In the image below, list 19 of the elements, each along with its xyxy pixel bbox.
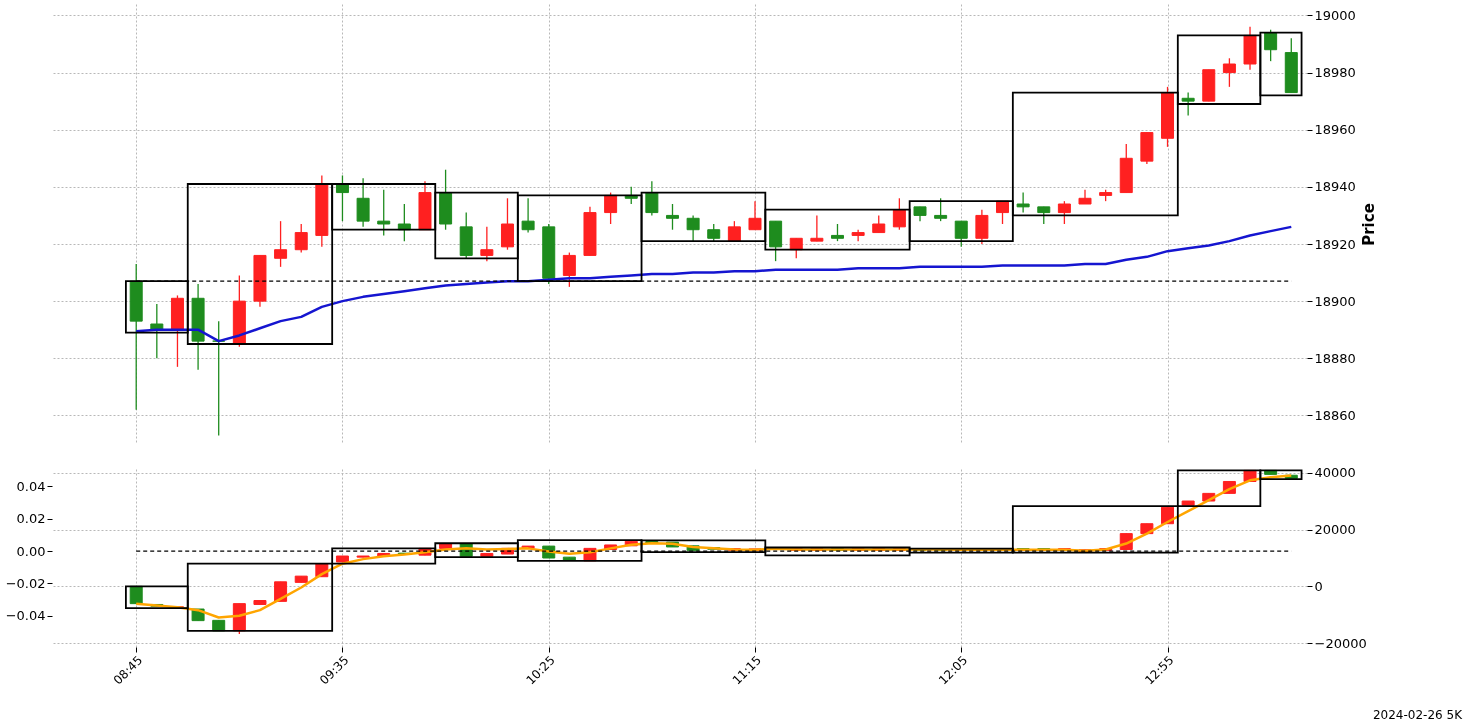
y2-tick-label: −0.02 (5, 575, 46, 591)
y-tick-label: 18900 (1314, 293, 1356, 309)
y-axis-title: Price (1359, 203, 1378, 246)
y2-tick-label: 0.02 (16, 511, 46, 527)
y-tick-label: 18960 (1314, 122, 1356, 138)
y2-tick-label: 0.04 (16, 478, 46, 494)
y-tick-label: 0 (1314, 578, 1323, 594)
y-tick-label: 40000 (1314, 465, 1356, 481)
y-tick-label: 18860 (1314, 407, 1356, 423)
y2-tick-label: −0.04 (5, 608, 46, 624)
y-tick-label: 20000 (1314, 522, 1356, 538)
y-tick-label: −20000 (1314, 635, 1367, 651)
y-tick-label: 18940 (1314, 179, 1356, 195)
y-tick-label: 18980 (1314, 65, 1356, 81)
y2-tick-label: 0.00 (16, 543, 46, 559)
y-tick-label: 18920 (1314, 236, 1356, 252)
y-tick-label: 19000 (1314, 7, 1356, 23)
y-tick-label: 18880 (1314, 350, 1356, 366)
text: 2024-02-26 5K (1372, 708, 1464, 721)
